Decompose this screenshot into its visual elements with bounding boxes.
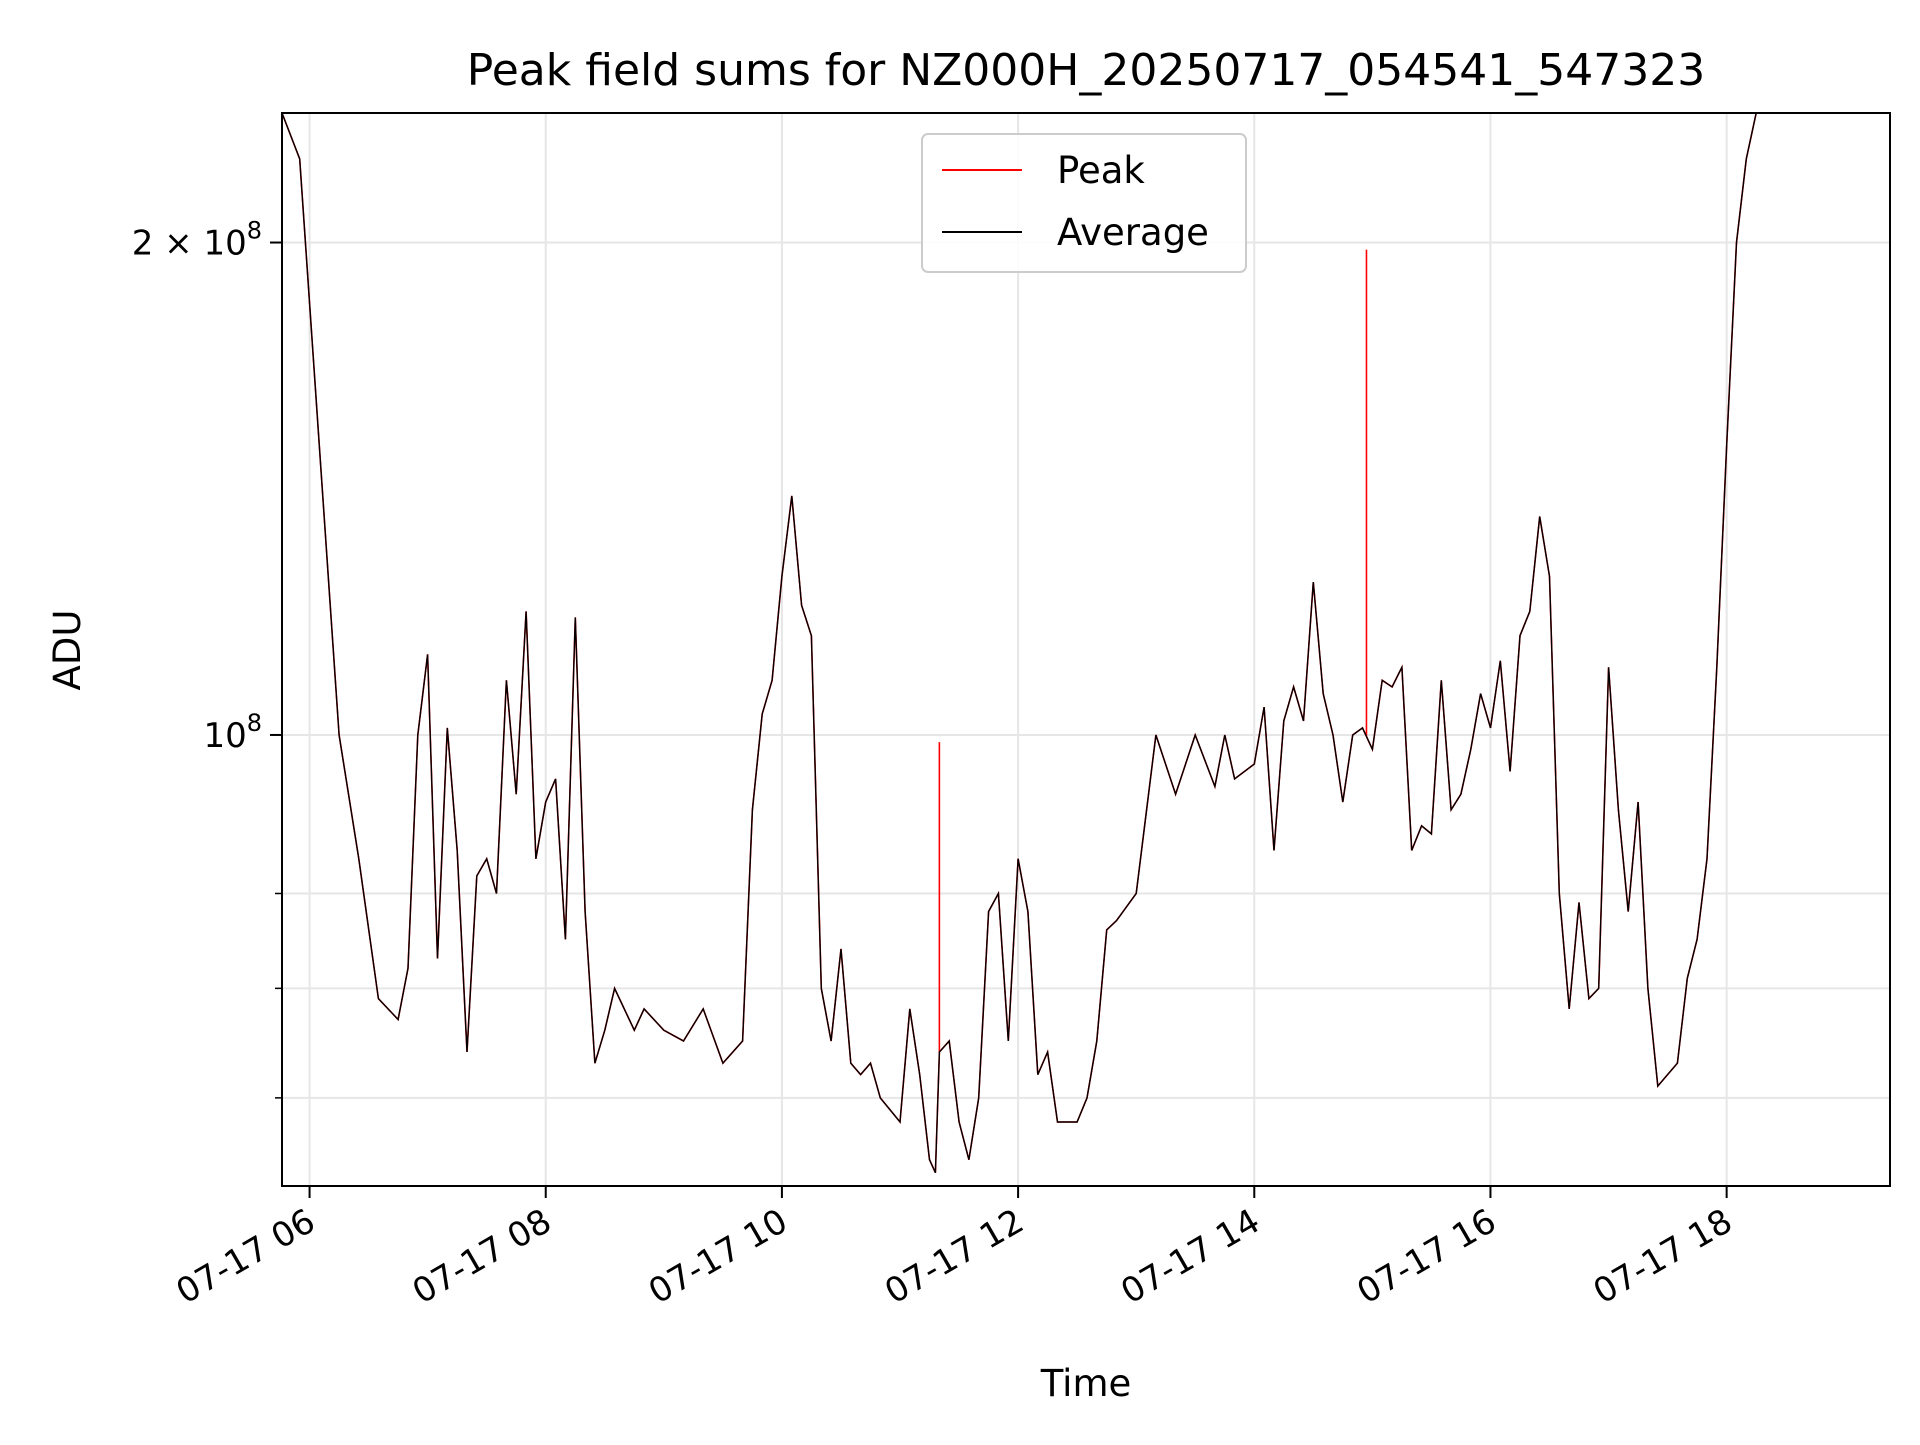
x-tick-label: 07-17 12 [878,1201,1030,1312]
x-tick-label: 07-17 14 [1114,1201,1266,1312]
average-series-line [281,112,1885,1173]
legend-average-label: Average [1057,211,1209,254]
y-tick-label: 2 × 108 [132,217,262,264]
plot-frame [281,112,1891,1187]
legend-peak-label: Peak [1057,149,1145,192]
x-tick-label: 07-17 08 [406,1201,558,1312]
x-axis-label: Time [1040,1362,1132,1405]
legend-box [921,133,1247,273]
chart-title: Peak field sums for NZ000H_20250717_0545… [467,45,1705,96]
y-axis-label: ADU [46,610,89,691]
series-layer [281,112,1885,1174]
x-tick-label: 07-17 16 [1351,1201,1503,1312]
x-tick-label: 07-17 18 [1587,1201,1739,1312]
x-tick-label: 07-17 10 [642,1201,794,1312]
legend: Peak Average [921,133,1247,273]
y-tick-label: 108 [203,709,262,756]
grid [282,113,1890,1186]
x-tick-label: 07-17 06 [170,1201,322,1312]
